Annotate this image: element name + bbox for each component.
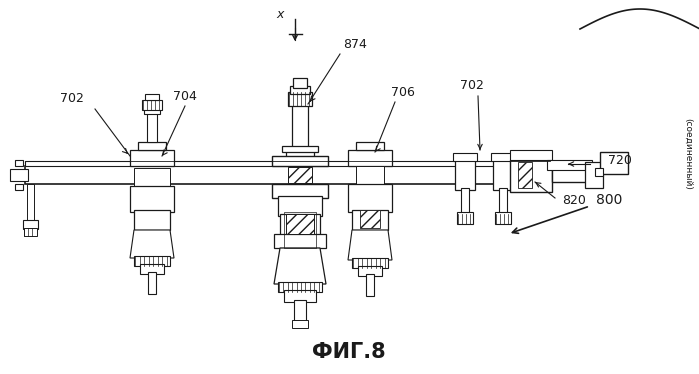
Bar (518, 162, 532, 188)
Bar (144, 108, 160, 114)
Bar (348, 150, 392, 166)
Bar (24, 228, 37, 236)
Bar (510, 150, 552, 160)
Text: x: x (276, 8, 284, 21)
Text: 800: 800 (596, 193, 622, 207)
Bar (352, 258, 388, 268)
Polygon shape (348, 230, 392, 260)
Bar (457, 212, 473, 224)
Bar (134, 168, 170, 188)
Bar (499, 188, 507, 214)
Bar (15, 184, 23, 190)
Bar (130, 150, 174, 166)
Bar (10, 169, 28, 181)
Bar (27, 184, 34, 222)
Bar (495, 212, 511, 224)
Bar (284, 290, 316, 302)
Text: 874: 874 (343, 38, 367, 51)
Bar (292, 101, 308, 161)
Bar (360, 210, 380, 228)
Bar (280, 214, 320, 236)
Bar (453, 153, 477, 161)
Bar (595, 168, 603, 176)
Bar (138, 142, 166, 150)
Bar (547, 160, 592, 170)
Bar (585, 162, 603, 188)
Bar (455, 160, 475, 190)
Bar (348, 184, 392, 212)
Bar (288, 167, 312, 183)
Text: 706: 706 (391, 86, 415, 99)
Bar (510, 160, 552, 192)
Bar (134, 256, 170, 266)
Bar (600, 152, 628, 174)
Text: 704: 704 (173, 90, 197, 103)
Bar (293, 78, 307, 88)
Bar (145, 94, 159, 100)
Bar (366, 274, 374, 296)
Bar (278, 196, 322, 216)
Bar (15, 160, 23, 166)
Bar (356, 166, 384, 184)
Text: 702: 702 (460, 79, 484, 92)
Bar (130, 186, 174, 212)
Bar (140, 264, 164, 274)
Text: 720: 720 (608, 154, 632, 167)
Bar (282, 146, 318, 152)
Bar (294, 300, 306, 322)
Bar (272, 156, 328, 166)
Bar (356, 142, 384, 150)
Text: 702: 702 (60, 92, 84, 105)
Bar (23, 220, 38, 229)
Text: ФИГ.8: ФИГ.8 (312, 342, 386, 362)
Bar (491, 153, 515, 161)
Bar (134, 210, 170, 230)
Polygon shape (130, 230, 174, 258)
Bar (284, 212, 316, 248)
Bar (278, 282, 322, 292)
Bar (288, 92, 312, 106)
Bar (25, 161, 550, 166)
Bar (147, 112, 157, 142)
Bar (292, 320, 308, 328)
Text: (соединенный): (соединенный) (684, 118, 693, 190)
Bar (286, 214, 314, 234)
Bar (148, 272, 156, 294)
Bar (142, 100, 162, 110)
Bar (493, 160, 513, 190)
Bar (274, 234, 326, 248)
Polygon shape (274, 248, 326, 284)
Bar (290, 86, 310, 94)
Bar (25, 166, 550, 184)
Bar (352, 210, 388, 230)
Bar (272, 184, 328, 198)
Bar (461, 188, 469, 214)
Bar (286, 151, 314, 161)
Text: 820: 820 (562, 194, 586, 207)
Bar (552, 168, 587, 182)
Bar (358, 266, 382, 276)
